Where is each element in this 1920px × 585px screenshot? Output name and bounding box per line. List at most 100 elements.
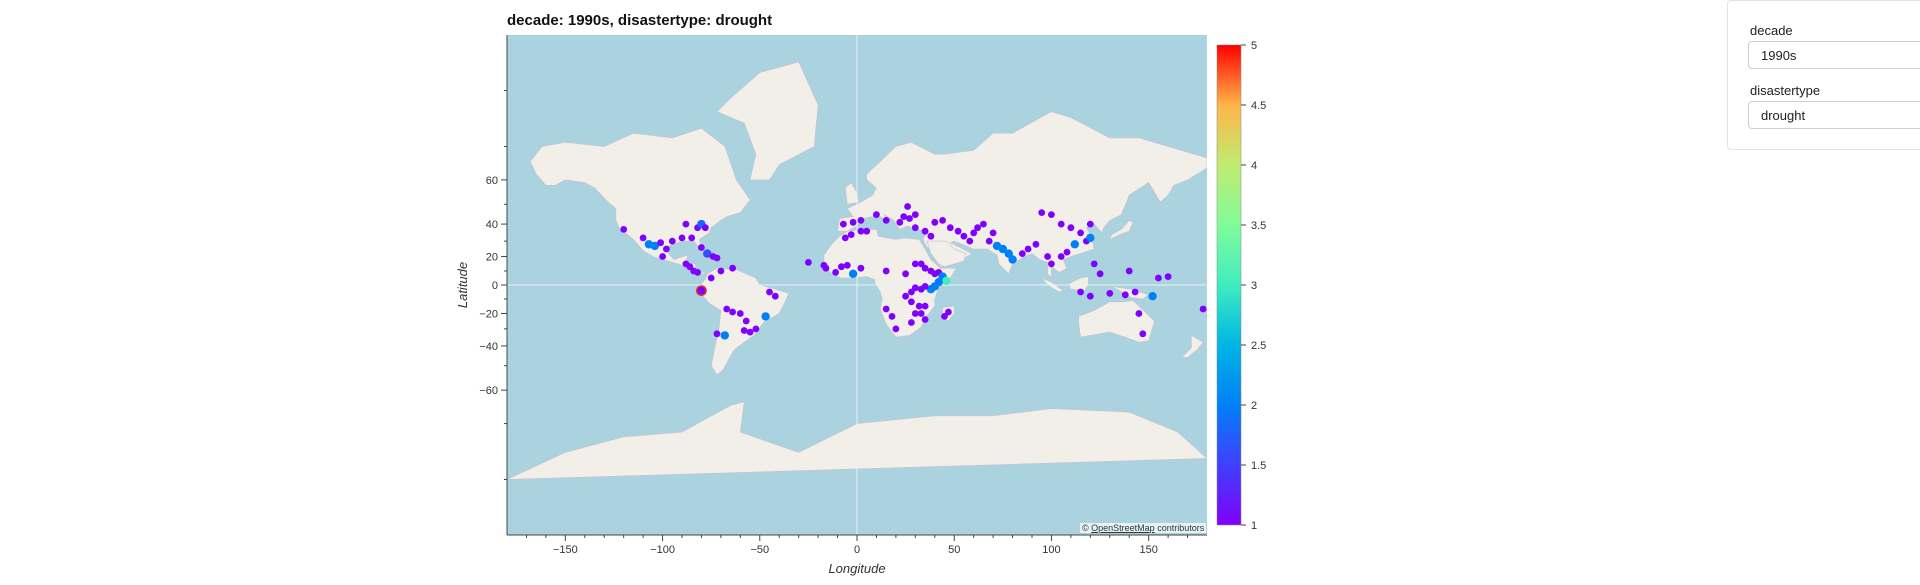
disaster-point[interactable] [1086,292,1094,300]
disaster-point[interactable] [717,267,725,275]
disaster-point[interactable] [1038,209,1046,217]
disaster-point[interactable] [857,227,865,235]
disaster-point[interactable] [698,244,705,251]
disaster-point[interactable] [911,224,919,232]
disaster-point[interactable] [926,285,936,294]
disaster-point[interactable] [1125,267,1133,275]
disaster-point[interactable] [939,217,946,224]
disaster-point[interactable] [1106,290,1114,297]
disaster-point[interactable] [857,264,865,272]
disaster-point[interactable] [720,331,729,340]
disaster-point[interactable] [848,269,858,278]
disaster-point[interactable] [1148,292,1157,301]
disaster-point[interactable] [1199,305,1207,313]
disaster-point[interactable] [911,260,919,268]
disaster-point[interactable] [974,224,981,232]
disaster-point[interactable] [1086,233,1095,243]
disaster-point[interactable] [840,220,847,228]
disaster-point[interactable] [917,285,925,293]
disaster-point[interactable] [1139,330,1147,338]
disaster-point[interactable] [761,312,770,321]
disaster-point[interactable] [682,220,690,228]
disaster-point[interactable] [902,292,909,300]
disaster-point[interactable] [620,226,628,233]
disaster-point[interactable] [863,227,871,235]
disaster-point[interactable] [1004,249,1013,258]
disaster-point[interactable] [946,224,954,232]
disaster-point[interactable] [921,302,929,310]
disaster-point[interactable] [908,288,915,296]
disaster-point[interactable] [639,234,647,242]
disaster-point[interactable] [766,288,773,296]
disaster-point[interactable] [892,325,900,333]
disaster-point[interactable] [686,263,694,271]
disaster-point[interactable] [752,325,760,333]
disaster-point[interactable] [847,231,855,239]
disaster-point[interactable] [703,249,712,258]
disaster-point[interactable] [843,261,851,269]
disaster-point[interactable] [723,305,731,313]
disaster-point[interactable] [888,313,896,320]
disaster-point[interactable] [941,313,948,320]
disaster-point[interactable] [805,259,812,266]
disaster-point[interactable] [882,217,890,224]
disaster-point[interactable] [980,220,987,228]
disaster-point[interactable] [729,308,736,316]
disaster-point[interactable] [998,244,1007,254]
disaster-point[interactable] [882,305,890,313]
disaster-point[interactable] [746,328,754,336]
disaster-point[interactable] [1057,220,1065,228]
disaster-point[interactable] [1067,224,1075,232]
disaster-point[interactable] [849,218,857,226]
disaster-point[interactable] [678,234,686,242]
disaster-point[interactable] [882,267,890,275]
disaster-point[interactable] [707,274,715,282]
disaster-point[interactable] [1086,220,1094,228]
disaster-point[interactable] [1131,288,1139,296]
disaster-point[interactable] [742,317,750,325]
disaster-point[interactable] [873,211,880,219]
decade-select[interactable]: 1990s [1748,41,1920,69]
disaster-point[interactable] [694,269,701,276]
disaster-point[interactable] [1008,255,1017,264]
disaster-point[interactable] [1135,310,1143,317]
disaster-point[interactable] [841,234,849,242]
disaster-point[interactable] [1063,248,1071,256]
disaster-point[interactable] [650,241,659,251]
disaster-point[interactable] [736,310,744,317]
disaster-point[interactable] [657,239,664,247]
disaster-point[interactable] [911,310,919,317]
disaster-point[interactable] [1077,229,1084,237]
disaster-point[interactable] [663,245,670,253]
disaster-point[interactable] [1048,211,1055,219]
disaster-point[interactable] [902,270,909,278]
disaster-point[interactable] [1057,253,1065,260]
disaster-point[interactable] [668,237,676,245]
disaster-point[interactable] [696,285,707,296]
disaster-point[interactable] [921,227,929,235]
disaster-point[interactable] [931,218,939,226]
disaster-point[interactable] [917,310,925,317]
disaster-point[interactable] [1096,270,1104,278]
disaster-point[interactable] [908,319,915,326]
disaster-point[interactable] [832,269,839,276]
disaster-point[interactable] [1048,260,1055,268]
disaster-point[interactable] [970,229,978,237]
disaster-point[interactable] [688,234,696,242]
disaster-point[interactable] [942,276,951,285]
disaster-point[interactable] [911,211,919,219]
disaster-point[interactable] [1121,291,1129,299]
disaster-point[interactable] [1018,250,1026,257]
disaster-point[interactable] [822,264,830,272]
disaster-point[interactable] [915,302,923,310]
disaster-point[interactable] [838,263,845,271]
disaster-point[interactable] [945,308,952,316]
disaster-point[interactable] [1090,260,1098,268]
disaster-point[interactable] [900,213,908,221]
disaster-point[interactable] [908,298,915,306]
disaster-point[interactable] [771,292,779,300]
disaster-point[interactable] [701,224,709,232]
disaster-point[interactable] [904,203,911,210]
disastertype-select[interactable]: drought [1748,101,1920,129]
